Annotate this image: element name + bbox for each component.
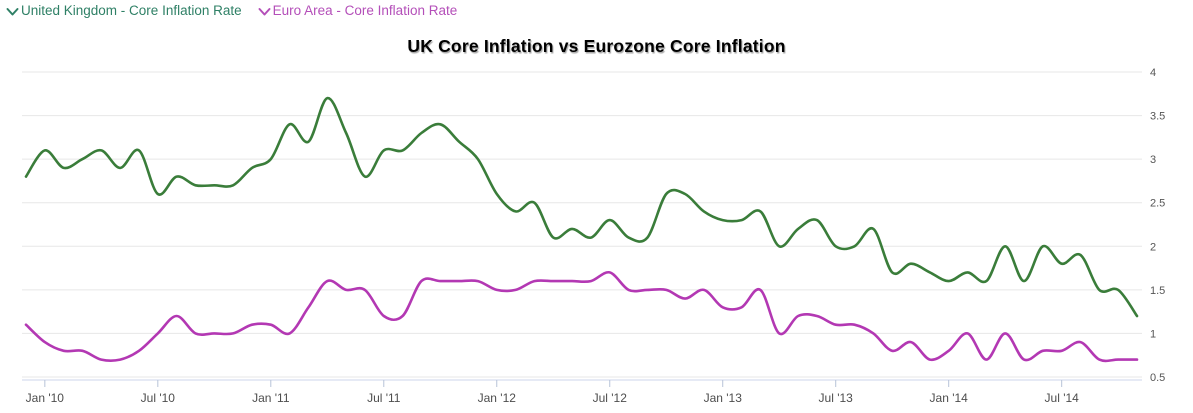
legend-item-uk-core-inflation[interactable]: United Kingdom - Core Inflation Rate	[6, 3, 242, 18]
chart-title: UK Core Inflation vs Eurozone Core Infla…	[407, 36, 786, 56]
x-tick-label: Jan '14	[930, 391, 969, 405]
x-tick-label: Jul '11	[367, 391, 401, 405]
y-tick-label: 2.5	[1150, 198, 1165, 210]
x-tick-label: Jan '11	[252, 391, 290, 405]
x-axis: Jan '10 Jul '10 Jan '11 Jul '11 Jan '12 Jul '…	[22, 379, 1142, 405]
chevron-down-icon	[258, 5, 271, 16]
grid	[22, 71, 1142, 378]
y-tick-label: 2	[1150, 241, 1156, 253]
chevron-down-icon	[6, 5, 19, 16]
x-tick-label: Jan '10	[26, 391, 65, 405]
x-tick-label: Jul '12	[593, 391, 628, 405]
y-tick-label: 1.5	[1150, 285, 1165, 297]
y-tick-label: 3	[1150, 154, 1156, 166]
legend-item-label: United Kingdom - Core Inflation Rate	[21, 3, 242, 18]
y-tick-label: 1	[1150, 328, 1156, 340]
x-tick-label: Jul '14	[1045, 391, 1080, 405]
y-tick-label: 4	[1150, 67, 1156, 79]
x-tick-label: Jan '12	[478, 391, 517, 405]
y-axis-labels: 0.5 1 1.5 2 2.5 3 3.5 4	[1150, 67, 1165, 384]
legend-item-euro-core-inflation[interactable]: Euro Area - Core Inflation Rate	[258, 3, 458, 18]
y-tick-label: 3.5	[1150, 111, 1165, 123]
x-tick-label: Jul '10	[141, 391, 176, 405]
series-uk-line	[24, 96, 1139, 318]
series-euro-line	[24, 271, 1139, 363]
legend: United Kingdom - Core Inflation Rate Eur…	[6, 3, 457, 18]
x-tick-label: Jan '13	[704, 391, 743, 405]
y-tick-label: 0.5	[1150, 372, 1165, 384]
legend-item-label: Euro Area - Core Inflation Rate	[272, 3, 458, 18]
x-tick-label: Jul '13	[819, 391, 854, 405]
